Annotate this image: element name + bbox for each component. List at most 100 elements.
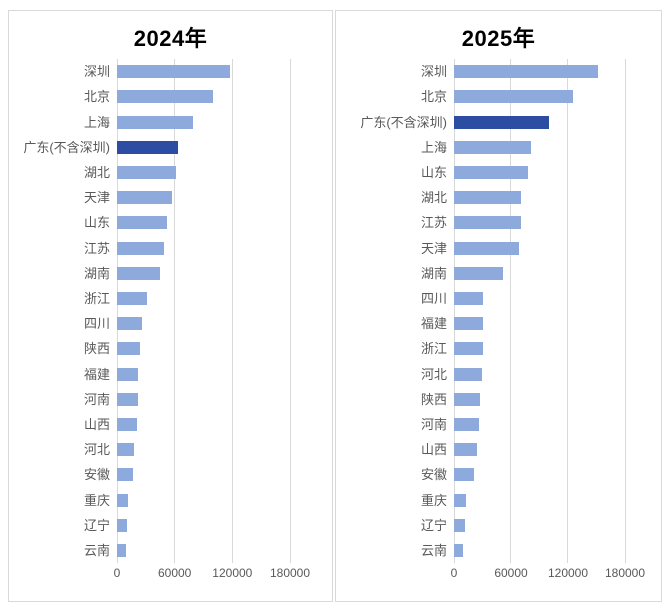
bar-highlighted	[117, 140, 178, 154]
gridline	[231, 59, 233, 563]
bar-track	[117, 266, 290, 280]
bar-row: 山西	[336, 437, 661, 462]
bar-track	[454, 392, 625, 406]
bar-highlighted	[454, 115, 549, 129]
bar	[117, 468, 133, 482]
bar-row: 江苏	[336, 210, 661, 235]
bar-track	[117, 443, 290, 457]
gridline	[510, 59, 512, 563]
category-label: 山西	[83, 416, 110, 432]
category-label: 四川	[420, 290, 447, 306]
category-label: 浙江	[83, 290, 110, 306]
bar-row: 山东	[9, 210, 332, 235]
plot-gridlines	[116, 59, 291, 563]
bar-row: 安徽	[9, 462, 332, 487]
bar	[454, 65, 599, 79]
bar	[117, 291, 147, 305]
gridline	[174, 59, 176, 563]
bar-row: 天津	[336, 235, 661, 260]
bar-row: 湖北	[9, 160, 332, 185]
bar-row: 浙江	[336, 336, 661, 361]
bar-track	[117, 468, 290, 482]
category-label: 安徽	[83, 467, 110, 483]
bar	[454, 367, 482, 381]
category-label: 河北	[83, 442, 110, 458]
gridline	[289, 59, 291, 563]
category-label: 云南	[420, 542, 447, 558]
x-axis: 0 60000 120000 180000	[451, 566, 645, 583]
category-label: 河南	[420, 416, 447, 432]
category-label: 山东	[83, 215, 110, 231]
bar	[117, 392, 138, 406]
bar-track	[454, 317, 625, 331]
x-tick-label: 180000	[269, 566, 311, 580]
x-tick-label: 0	[113, 566, 121, 580]
bar-track	[454, 241, 625, 255]
bar-track	[117, 493, 290, 507]
bar	[117, 342, 141, 356]
category-label: 浙江	[420, 341, 447, 357]
bar	[454, 468, 475, 482]
x-tick-label: 120000	[547, 566, 589, 580]
bar-track	[454, 191, 625, 205]
bar-track	[454, 493, 625, 507]
bar	[117, 367, 139, 381]
bar	[117, 493, 128, 507]
category-label: 重庆	[83, 492, 110, 508]
bar-track	[454, 291, 625, 305]
bar-track	[454, 165, 625, 179]
bar-track	[454, 216, 625, 230]
bar	[117, 191, 172, 205]
bar-track	[117, 140, 290, 154]
bar-row: 深圳	[336, 59, 661, 84]
bar-track	[117, 392, 290, 406]
category-label: 湖北	[420, 190, 447, 206]
category-label: 福建	[420, 316, 447, 332]
bar-track	[117, 291, 290, 305]
bar-track	[454, 518, 625, 532]
bar-row: 陕西	[9, 336, 332, 361]
bar-row: 云南	[336, 538, 661, 563]
bar	[454, 140, 531, 154]
bar-row: 四川	[336, 286, 661, 311]
bar-row: 河南	[9, 387, 332, 412]
bar-track	[117, 241, 290, 255]
bar-row: 江苏	[9, 235, 332, 260]
bar-row: 河北	[336, 361, 661, 386]
gridline	[453, 59, 455, 563]
bar-track	[117, 367, 290, 381]
bar-row: 河南	[336, 412, 661, 437]
bar-track	[117, 518, 290, 532]
chart-panel-2025: 2025年 深圳 北京 广东(不含深圳) 上海 山东 湖北 江苏 天津 湖南 四川 福建 浙江 河北 陕西…	[335, 10, 662, 602]
bar-row: 辽宁	[336, 513, 661, 538]
category-label: 江苏	[420, 215, 447, 231]
category-label: 辽宁	[83, 517, 110, 533]
category-label: 山东	[420, 164, 447, 180]
bar-track	[454, 367, 625, 381]
category-label: 陕西	[83, 341, 110, 357]
bar	[454, 165, 529, 179]
bar-rows: 深圳 北京 广东(不含深圳) 上海 山东 湖北 江苏 天津 湖南 四川 福建 浙江 河北 陕西 河南 山西 安徽…	[336, 59, 661, 563]
bar	[117, 543, 126, 557]
x-axis: 0 60000 120000 180000	[113, 566, 310, 583]
bar-track	[454, 65, 625, 79]
bar	[454, 241, 520, 255]
bar-row: 湖南	[336, 261, 661, 286]
bar-track	[454, 342, 625, 356]
chart-title-2024: 2024年	[133, 26, 208, 51]
bar-row: 北京	[336, 84, 661, 109]
bar	[454, 417, 479, 431]
bar	[454, 191, 522, 205]
bar-track	[454, 417, 625, 431]
category-label: 安徽	[420, 467, 447, 483]
bar-track	[454, 468, 625, 482]
bar	[454, 342, 483, 356]
category-label: 天津	[420, 240, 447, 256]
bar-row: 河北	[9, 437, 332, 462]
bar	[454, 216, 521, 230]
bar-row: 四川	[9, 311, 332, 336]
bar-row: 天津	[9, 185, 332, 210]
bar	[117, 518, 128, 532]
bar	[117, 65, 231, 79]
bar-track	[117, 115, 290, 129]
